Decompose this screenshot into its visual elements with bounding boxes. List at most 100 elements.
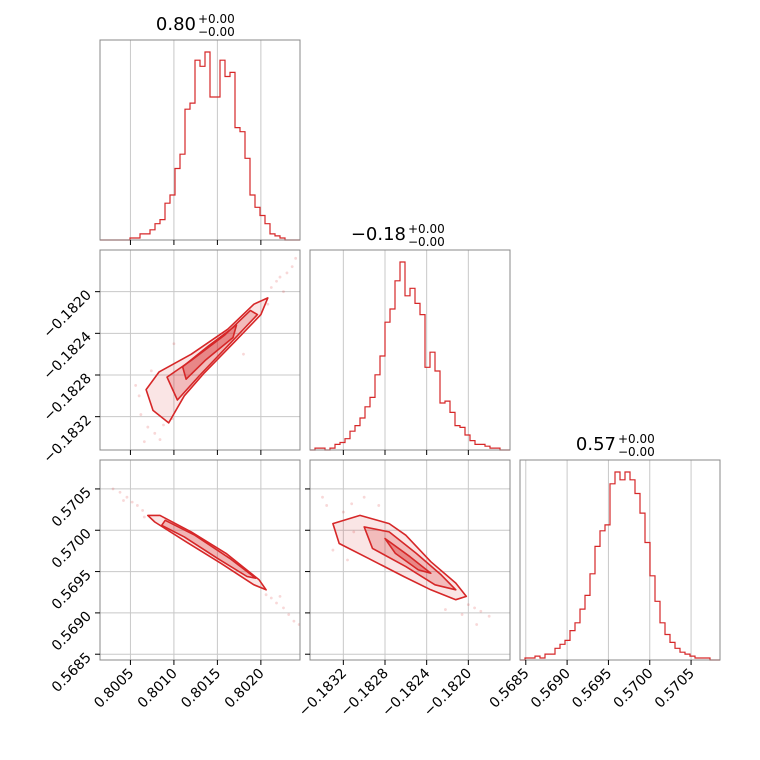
- panel-content: [321, 495, 491, 626]
- scatter-point: [292, 619, 296, 623]
- scatter-point: [352, 530, 356, 534]
- scatter-point: [460, 613, 464, 616]
- scatter-point: [146, 425, 150, 429]
- scatter-point: [466, 603, 470, 607]
- contour-level-2: [160, 519, 257, 580]
- x-tick-label: 0.5700: [611, 666, 657, 712]
- y-tick-label: 0.5705: [49, 484, 95, 530]
- scatter-point: [285, 271, 289, 275]
- scatter-point: [142, 440, 146, 444]
- scatter-point: [242, 352, 245, 356]
- panel-frame: [519, 459, 721, 661]
- scatter-point: [350, 502, 354, 506]
- scatter-point: [475, 623, 479, 626]
- y-tick-label: 0.5700: [49, 526, 95, 572]
- histogram-title-2: −0.18 +0.00−0.00: [351, 222, 445, 249]
- scatter-point: [111, 487, 115, 491]
- y-tick-label: 0.5695: [49, 567, 95, 613]
- title-value: 0.57: [576, 434, 616, 455]
- scatter-point: [153, 431, 157, 435]
- histogram-2: [310, 261, 510, 451]
- x-tick-label: 0.8010: [135, 666, 181, 712]
- scatter-point: [331, 548, 335, 552]
- scatter-point: [287, 613, 291, 616]
- scatter-point: [487, 614, 491, 618]
- scatter-point: [139, 413, 143, 416]
- x-tick-label: 0.8005: [91, 666, 137, 712]
- y-tick-label: 0.5685: [49, 650, 95, 696]
- histogram-3: [520, 471, 720, 661]
- title-lower-error: −0.00: [618, 445, 655, 459]
- scatter-point: [294, 256, 298, 260]
- panel-2-2: [520, 460, 720, 661]
- scatter-point: [266, 302, 270, 306]
- panel-frame: [309, 459, 511, 661]
- scatter-point: [278, 275, 282, 279]
- scatter-point: [282, 606, 285, 610]
- scatter-point: [290, 265, 294, 269]
- scatter-point: [162, 423, 165, 427]
- scatter-point: [278, 594, 282, 598]
- scatter-point: [158, 438, 162, 441]
- panel-frame: [99, 249, 301, 451]
- scatter-point: [325, 504, 329, 507]
- contour-level-1: [332, 514, 468, 601]
- panel-frame: [99, 39, 301, 241]
- scatter-point: [172, 342, 176, 346]
- title-upper-error: +0.00: [408, 222, 445, 236]
- scatter-point: [137, 394, 141, 398]
- scatter-point: [135, 504, 139, 507]
- title-lower-error: −0.00: [408, 235, 445, 249]
- scatter-point: [346, 558, 349, 562]
- title-upper-error: +0.00: [618, 432, 655, 446]
- panel-2-1: [310, 460, 510, 660]
- scatter-point: [275, 601, 278, 605]
- histogram-title-3: 0.57 +0.00−0.00: [576, 432, 655, 459]
- panel-0-0: [100, 40, 300, 241]
- panel-content: [111, 487, 300, 626]
- scatter-point: [134, 384, 138, 387]
- panel-1-1: [310, 250, 510, 451]
- contour-level-3: [384, 537, 432, 575]
- x-tick-label: 0.5705: [652, 666, 698, 712]
- x-tick-label: 0.8015: [178, 666, 224, 712]
- x-tick-label: 0.8020: [222, 666, 268, 712]
- contour-level-1: [145, 297, 269, 424]
- y-tick-label: 0.5690: [49, 608, 95, 654]
- scatter-point: [341, 510, 345, 514]
- scatter-point: [269, 596, 273, 600]
- scatter-point: [142, 515, 146, 519]
- panel-2-0: [100, 460, 300, 660]
- x-tick-label: 0.5695: [569, 666, 615, 712]
- panel-frame: [99, 459, 301, 661]
- panel-frame: [309, 249, 511, 451]
- x-tick-label: 0.5685: [487, 666, 533, 712]
- scatter-point: [275, 279, 278, 283]
- contour-level-3: [181, 324, 238, 381]
- panel-content: [134, 256, 298, 444]
- scatter-point: [125, 495, 129, 499]
- title-value: −0.18: [351, 224, 406, 245]
- scatter-point: [297, 623, 300, 626]
- panel-1-0: [100, 250, 300, 450]
- histogram-1: [100, 51, 300, 241]
- scatter-point: [149, 369, 153, 373]
- scatter-point: [122, 499, 125, 502]
- scatter-point: [118, 490, 122, 494]
- x-tick-label: 0.5690: [528, 666, 574, 712]
- scatter-point: [130, 500, 134, 504]
- scatter-point: [282, 290, 285, 294]
- title-upper-error: +0.00: [198, 12, 235, 26]
- scatter-point: [321, 495, 324, 499]
- scatter-point: [479, 609, 483, 613]
- scatter-point: [264, 593, 268, 597]
- scatter-point: [377, 504, 381, 507]
- scatter-point: [269, 286, 273, 289]
- title-value: 0.80: [156, 14, 196, 35]
- title-lower-error: −0.00: [198, 25, 235, 39]
- scatter-point: [141, 509, 145, 512]
- scatter-point: [444, 608, 447, 611]
- scatter-point: [362, 495, 366, 499]
- histogram-title-1: 0.80 +0.00−0.00: [156, 12, 235, 39]
